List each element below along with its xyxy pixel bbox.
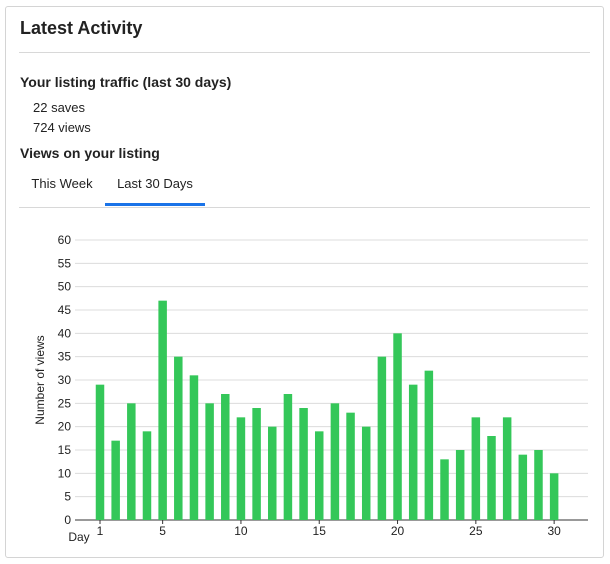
y-tick-label: 40 [58, 326, 72, 340]
x-tick-label: 30 [547, 524, 561, 538]
bar-day-16 [330, 403, 340, 520]
bar-day-26 [487, 436, 496, 520]
bar-day-12 [268, 426, 277, 520]
x-axis-title: Day [68, 530, 89, 544]
views-count: 724 views [33, 120, 91, 135]
y-tick-label: 45 [58, 303, 72, 317]
card-title: Latest Activity [20, 18, 143, 38]
y-tick-label: 10 [58, 466, 72, 480]
bar-day-3 [127, 403, 136, 520]
y-tick-label: 25 [58, 396, 72, 410]
bar-day-10 [236, 417, 246, 520]
bar-day-27 [502, 417, 512, 520]
bar-day-11 [252, 408, 261, 520]
y-tick-label: 0 [64, 513, 71, 527]
chart-bars [95, 300, 559, 520]
bar-day-17 [346, 412, 355, 520]
range-tabs: This Week Last 30 Days [19, 170, 590, 208]
bar-day-7 [189, 375, 199, 520]
bar-day-1 [95, 384, 105, 520]
bar-day-20 [393, 333, 402, 520]
bar-day-21 [408, 384, 418, 520]
traffic-heading: Your listing traffic (last 30 days) [20, 74, 232, 90]
bar-day-25 [471, 417, 481, 520]
bar-day-13 [283, 394, 293, 520]
y-tick-label: 55 [58, 256, 72, 270]
bar-day-4 [142, 431, 152, 520]
x-tick-label: 15 [313, 524, 327, 538]
x-tick-label: 5 [159, 524, 166, 538]
bar-day-5 [158, 300, 167, 520]
x-tick-label: 10 [234, 524, 248, 538]
bar-day-23 [440, 459, 449, 520]
bar-day-2 [111, 440, 120, 520]
saves-count: 22 saves [33, 100, 86, 115]
views-heading: Views on your listing [20, 145, 160, 161]
y-tick-label: 35 [58, 350, 72, 364]
bar-day-30 [549, 473, 559, 520]
bar-day-8 [205, 403, 214, 520]
bar-day-14 [299, 408, 308, 520]
y-tick-label: 5 [64, 490, 71, 504]
y-tick-label: 15 [58, 443, 72, 457]
y-tick-label: 20 [58, 420, 72, 434]
bar-day-6 [174, 356, 183, 520]
y-tick-label: 50 [58, 280, 72, 294]
x-tick-label: 25 [469, 524, 483, 538]
title-divider [19, 52, 590, 53]
tab-this-week[interactable]: This Week [31, 176, 93, 191]
bar-day-28 [518, 454, 528, 520]
bar-day-15 [314, 431, 324, 520]
y-axis-title: Number of views [33, 335, 47, 424]
bar-day-19 [377, 356, 387, 520]
x-tick-label: 20 [391, 524, 405, 538]
y-tick-label: 30 [58, 373, 72, 387]
chart-axes [75, 519, 588, 524]
x-tick-label: 1 [97, 524, 104, 538]
bar-day-9 [221, 394, 230, 520]
tab-last-30-days[interactable]: Last 30 Days [105, 170, 205, 206]
bar-day-24 [455, 450, 465, 520]
y-tick-label: 60 [58, 233, 72, 247]
bar-day-18 [361, 426, 371, 520]
latest-activity-card: Latest Activity Your listing traffic (la… [5, 6, 604, 558]
bar-day-22 [424, 370, 434, 520]
bar-day-29 [534, 450, 543, 520]
